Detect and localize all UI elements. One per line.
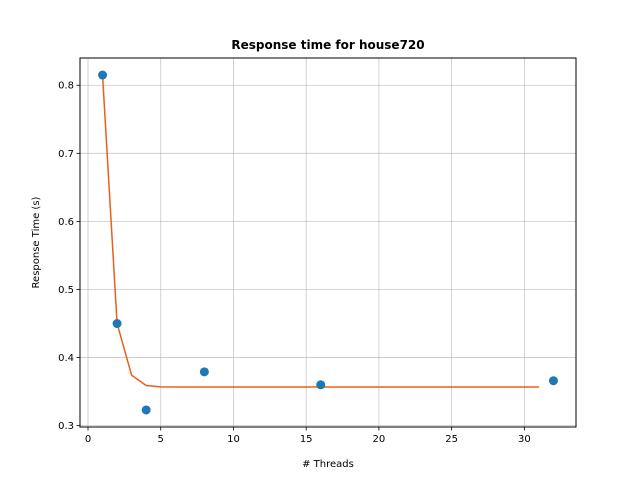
y-tick-label: 0.8 (58, 81, 74, 92)
data-point (548, 376, 558, 386)
x-axis-label: # Threads (302, 459, 354, 470)
data-point (112, 319, 122, 329)
plot-frame (79, 57, 577, 428)
y-axis: 0.3 0.4 0.5 0.6 0.7 0.8 (58, 81, 80, 432)
x-tick-label: 20 (373, 434, 386, 445)
data-point (199, 367, 209, 377)
y-tick-label: 0.3 (58, 421, 74, 432)
series-layer (98, 70, 558, 415)
x-tick-label: 15 (300, 434, 313, 445)
x-tick-label: 0 (85, 434, 91, 445)
chart-title: Response time for house720 (231, 38, 424, 52)
fit-line (101, 74, 539, 388)
x-tick-label: 25 (445, 434, 458, 445)
data-point (316, 380, 326, 390)
y-axis-label: Response Time (s) (31, 196, 42, 288)
y-tick-label: 0.5 (58, 285, 74, 296)
grid (80, 58, 576, 427)
x-tick-label: 30 (518, 434, 531, 445)
data-point (141, 405, 151, 415)
data-point (98, 70, 108, 80)
y-tick-label: 0.7 (58, 149, 74, 160)
y-tick-label: 0.6 (58, 217, 74, 228)
x-tick-label: 10 (227, 434, 240, 445)
x-axis: 0 5 10 15 20 25 30 (85, 427, 531, 445)
x-tick-label: 5 (158, 434, 164, 445)
y-tick-label: 0.4 (58, 353, 74, 364)
